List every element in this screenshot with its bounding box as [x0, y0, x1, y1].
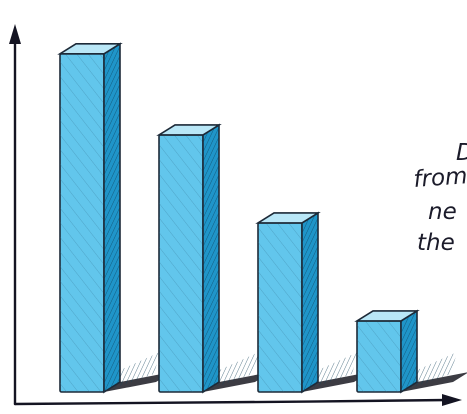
bar: [354, 309, 420, 394]
annotation-line-4: the: [417, 230, 455, 256]
bar-shadow-hatch: [108, 352, 160, 390]
y-axis-line: [13, 38, 17, 406]
bar-shadow: [104, 372, 172, 392]
bar-side-hatch: [203, 124, 219, 393]
bar-shadow: [401, 372, 467, 392]
bar-side-hatch: [302, 212, 318, 392]
y-axis-arrow: [9, 24, 21, 44]
bar-top: [156, 124, 222, 136]
x-axis-line: [13, 398, 450, 406]
bar: [255, 211, 321, 394]
bar-side-hatch: [104, 43, 120, 393]
annotation-line-3: ne: [428, 199, 457, 225]
bar-front-hatch: [60, 53, 104, 393]
annotation: D from ne the: [413, 140, 467, 256]
bar-shadow-hatch: [306, 352, 358, 390]
bar-front-hatch: [357, 320, 401, 392]
bar-shadow: [302, 372, 370, 392]
bars-group: [57, 42, 420, 394]
bar-front-hatch: [258, 222, 302, 392]
bar-shadow: [203, 372, 271, 392]
axes: [9, 24, 462, 406]
bar: [57, 42, 123, 394]
bar-top: [354, 310, 420, 322]
annotation-line-1: D: [456, 140, 467, 166]
bar-shadows: [104, 352, 467, 392]
bar-top: [255, 212, 321, 224]
bar-front-hatch: [159, 134, 203, 392]
bar-top: [57, 43, 123, 55]
bar-shadow-hatch: [207, 352, 259, 390]
bar-side-hatch: [401, 310, 417, 392]
annotation-line-2: from: [413, 163, 467, 193]
bar: [156, 123, 222, 394]
x-axis-arrow: [442, 394, 462, 406]
bar-shadow-hatch: [405, 352, 457, 390]
